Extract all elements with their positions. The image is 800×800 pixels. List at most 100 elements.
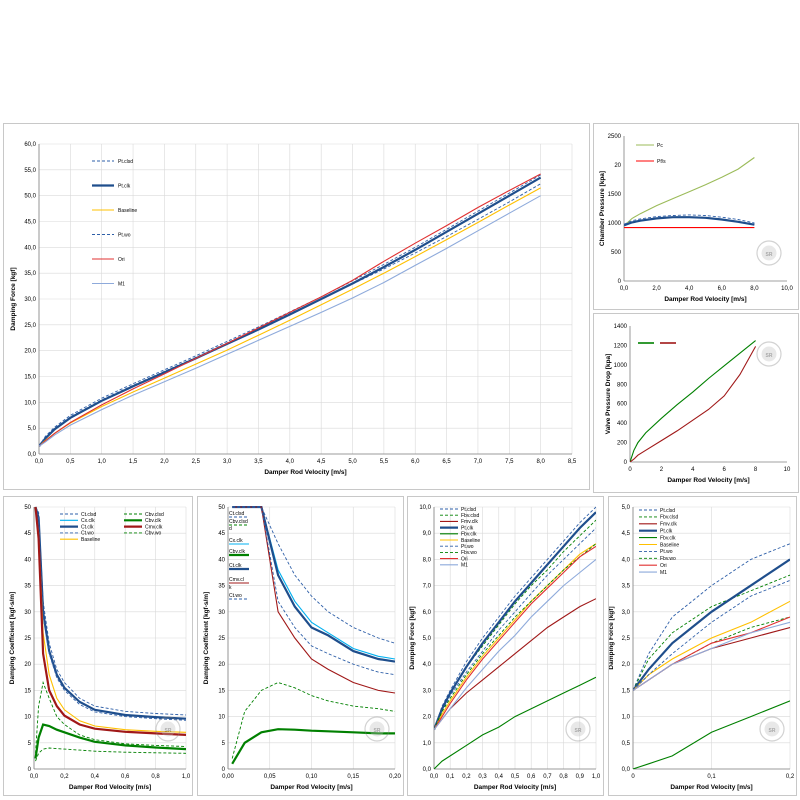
x-tick-label: 0,1 [707,774,716,780]
y-tick-label: 15,0 [24,375,36,381]
x-axis-title: Damper Rod Velocity [m/s] [667,477,749,484]
x-tick-label: 1,5 [129,459,138,465]
y-axis-title: Damping Force [kgf] [609,606,615,669]
y-tick-label: 1200 [614,343,628,349]
legend-label: Cbv.clsd [229,519,248,525]
x-tick-label: 5,5 [380,459,389,465]
sr-logo-icon: SR [756,341,782,367]
x-tick-label: 0,9 [576,774,585,780]
panel-valve-pressure-drop: 0 2 4 6 8 10 0 200 400 600 800 1000 1200 1400 Damper R… [593,313,799,493]
legend-label: Fbv.clsd [660,515,678,521]
legend-label: Pt.clsd [660,508,675,514]
chart-damping-coefficient-wide: 0,0 0,2 0,4 0,6 0,8 1,0 0 5 10 15 20 25 30 35 40 45 50 Da… [9,505,191,791]
y-tick-label: 1500 [608,192,622,198]
x-tick-label: 0,0 [35,459,44,465]
series-line-cx-clk [34,506,186,720]
x-tick-label: 0 [631,774,635,780]
panel-chamber-pressure: 0,0 2,0 4,0 6,0 8,0 10,0 0 500 1000 1500 20 2500 Dam… [593,123,799,310]
legend-label: Ori [118,257,125,263]
y-tick-label: 4,0 [423,662,432,668]
panel-damping-coefficient-zoom: 0,00 0,05 0,10 0,15 0,20 0 5 10 15 20 25 30 35 40 45 50… [197,496,404,796]
legend-label: Fmv.clk [461,519,478,525]
legend-label: k [229,585,232,591]
legend-label: Ori [461,556,468,562]
y-tick-label: 40 [24,557,31,563]
series-line-m1 [434,558,596,731]
y-tick-label: 5 [28,741,32,747]
y-axis-title: Damping Force [kgf] [10,267,17,330]
y-tick-label: 25,0 [24,323,36,329]
x-axis-title: Damper Rod Velocity [m/s] [69,784,151,791]
series-line-fbv-clk [434,676,596,769]
x-tick-label: 0,0 [620,286,629,292]
y-tick-label: 1000 [608,221,622,227]
x-tick-label: 0,2 [786,774,795,780]
watermark-text: SR [769,728,776,734]
y-tick-label: 2500 [608,134,622,140]
x-tick-label: 4 [691,467,695,473]
x-tick-label: 0,2 [462,774,471,780]
legend-label: Baseline [118,208,137,214]
legend-label: Pt.wo [461,544,474,550]
series-line-pt-clk [39,176,542,447]
legend-label: Pt.clsd [461,507,476,513]
x-tick-label: 0,20 [389,774,401,780]
x-tick-label: 6,0 [411,459,420,465]
y-tick-label: 50,0 [24,194,36,200]
sr-logo-icon: SR [756,240,782,266]
series-line-fbv-wo [434,543,596,730]
y-tick-label: 8,0 [423,557,432,563]
y-tick-label: 45,0 [24,220,36,226]
watermark-text: SR [374,728,381,734]
x-tick-label: 1,0 [98,459,107,465]
series-line-unnamed-3 [624,214,755,225]
series-line-cbv-clsd [231,682,395,759]
series-line-pc [624,157,755,227]
y-tick-label: 10 [24,715,31,721]
legend-label: Cbv.clk [229,549,246,555]
x-tick-label: 10,0 [781,286,793,292]
x-tick-label: 0,5 [511,774,520,780]
legend-label: Pf/s [657,159,666,165]
x-tick-label: 4,0 [685,286,694,292]
x-axis-title: Damper Rod Velocity [m/s] [474,784,556,791]
legend-label: Ct.wo [229,593,242,599]
legend-label: Ct.wo [81,531,94,537]
y-tick-label: 0,0 [423,767,432,773]
y-tick-label: 5 [222,741,226,747]
y-tick-label: 6,0 [423,610,432,616]
y-tick-label: 1,0 [423,741,432,747]
y-tick-label: 35 [218,584,225,590]
y-tick-label: 50 [24,505,31,511]
legend-label: Cmv.cl [229,577,244,583]
legend-label: Cbv.clk [145,518,162,524]
x-tick-label: 3,0 [223,459,232,465]
x-tick-label: 0,4 [91,774,100,780]
y-tick-label: 9,0 [423,531,432,537]
y-tick-label: 5,0 [423,636,432,642]
legend-label: Cx.clk [81,518,95,524]
x-tick-label: 0,1 [446,774,455,780]
sr-logo-icon: SR [759,716,785,742]
y-tick-label: 30 [218,610,225,616]
watermark-text: SR [575,728,582,734]
chart-chamber-pressure: 0,0 2,0 4,0 6,0 8,0 10,0 0 500 1000 1500 20 2500 Dam… [599,134,793,303]
legend-label: Fbv.wo [461,550,477,556]
series-line-cmv-clk [232,506,395,694]
y-tick-label: 0 [222,767,226,773]
y-tick-label: 50 [218,505,225,511]
x-axis-title: Damper Rod Velocity [m/s] [270,784,352,791]
series-line-cbv-wo [35,747,186,762]
series-line-fbv-clk [633,700,790,769]
x-tick-label: 4,5 [317,459,326,465]
y-tick-label: 1,0 [622,715,631,721]
x-tick-label: 10 [784,467,791,473]
series-line-unnamed-1 [630,346,757,462]
x-tick-label: 2,0 [652,286,661,292]
y-tick-label: 200 [617,441,628,447]
legend-label: Pt.clk [660,529,673,535]
y-tick-label: 25 [24,636,31,642]
series-line-ori [39,173,541,447]
series-line-baseline [633,600,790,691]
y-tick-label: 3,5 [622,584,631,590]
